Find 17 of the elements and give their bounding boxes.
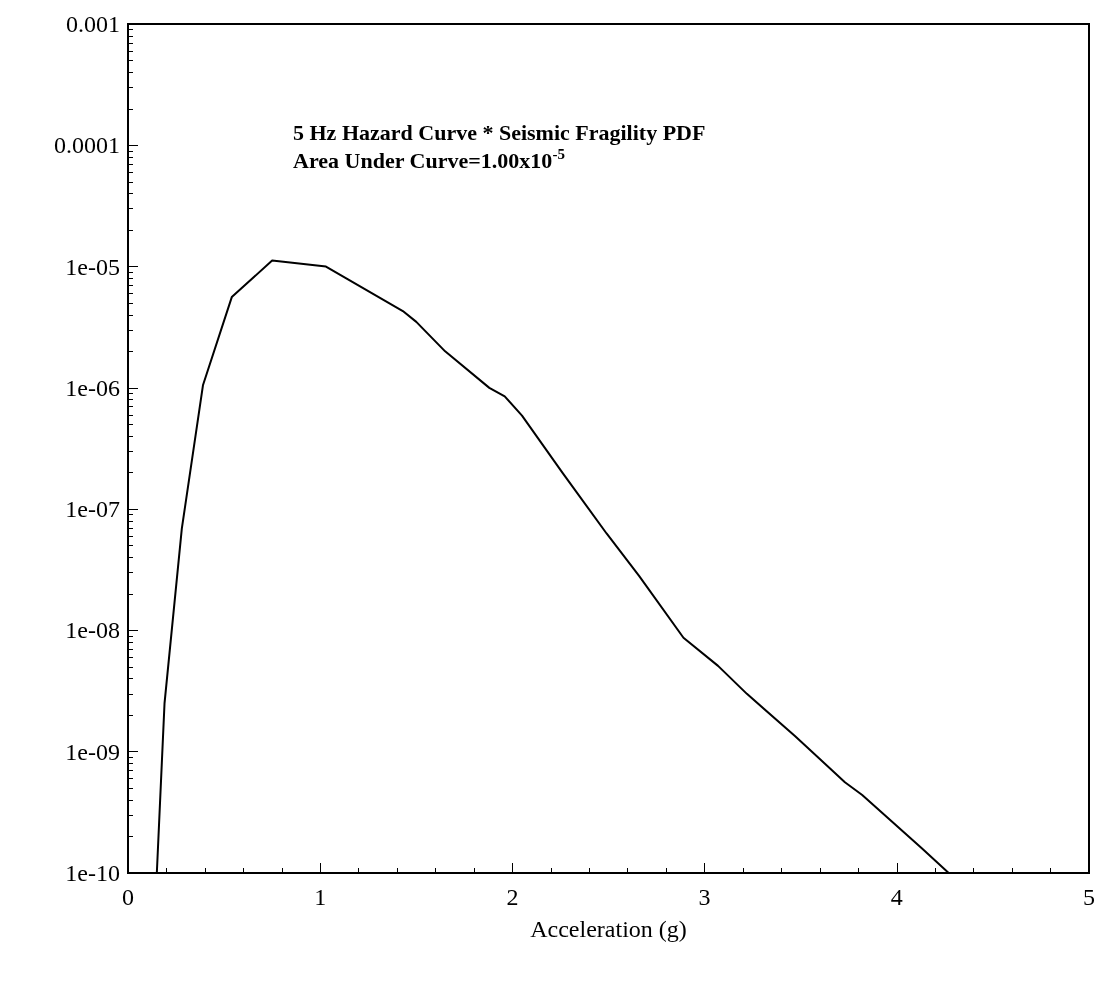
x-tick-label: 1 <box>314 884 327 910</box>
y-tick-label: 0.0001 <box>54 132 120 159</box>
annotation: 5 Hz Hazard Curve * Seismic Fragility PDF <box>293 119 706 145</box>
x-tick-label: 5 <box>1083 884 1095 910</box>
y-tick-label: 1e-08 <box>65 617 120 644</box>
x-tick-label: 4 <box>890 884 903 910</box>
y-tick-label: 0.001 <box>66 11 120 37</box>
y-tick-label: 1e-06 <box>65 374 120 401</box>
x-tick-label: 2 <box>506 884 519 910</box>
y-tick-label: 1e-09 <box>65 738 120 765</box>
y-tick-label: 1e-07 <box>65 496 120 523</box>
y-tick-label: 1e-10 <box>65 860 120 886</box>
x-tick-label: 3 <box>698 884 711 910</box>
x-axis-title: Acceleration (g) <box>530 916 687 942</box>
y-tick-label: 1e-05 <box>65 253 120 280</box>
x-tick-label: 0 <box>122 884 134 910</box>
line-series <box>155 259 950 874</box>
